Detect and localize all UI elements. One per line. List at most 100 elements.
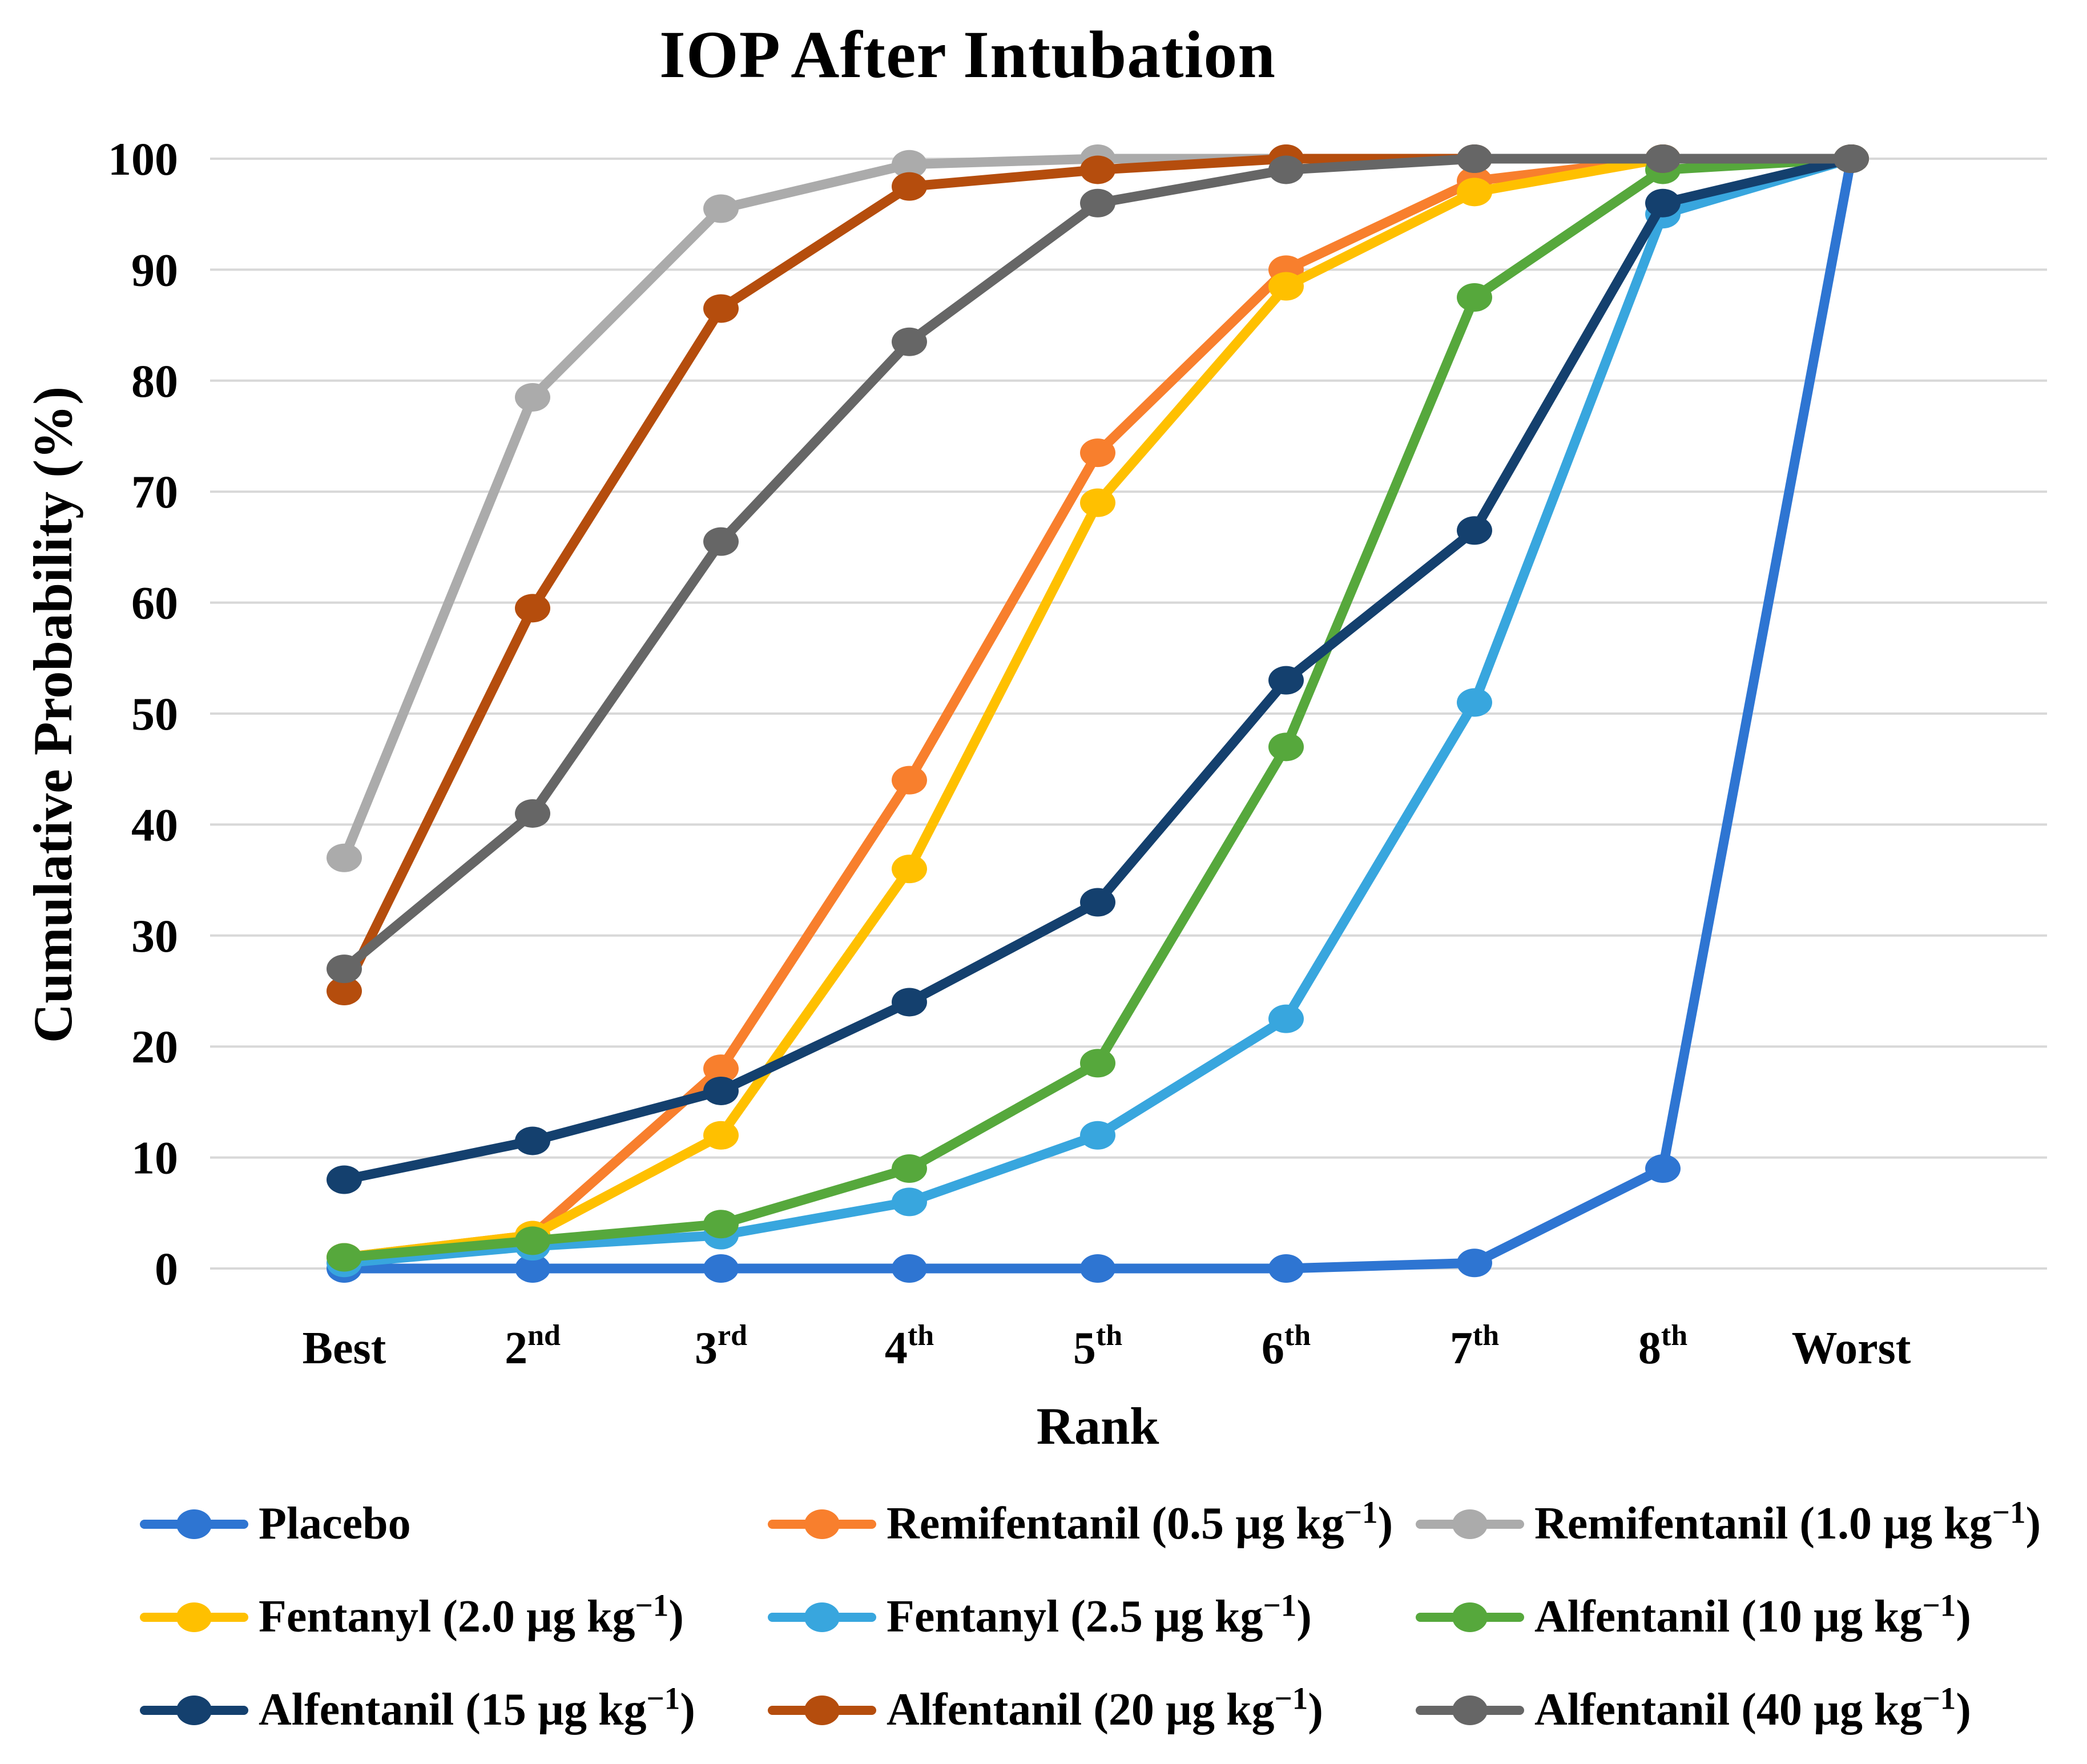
series-marker-5-6th <box>1268 732 1304 762</box>
y-tick-label-90: 90 <box>131 244 178 296</box>
x-tick-label-3rd: 3rd <box>695 1319 747 1374</box>
series-marker-8-2nd <box>515 799 550 828</box>
series-marker-6-Best <box>327 1165 362 1194</box>
legend-swatch-icon <box>768 1508 876 1540</box>
series-marker-3-5th <box>1080 488 1115 517</box>
legend-item-2: Remifentanil (1.0 µg kg−1) <box>1416 1495 2041 1550</box>
x-tick-label-4th: 4th <box>885 1319 934 1374</box>
series-marker-7-2nd <box>515 594 550 623</box>
legend-item-3: Fentanyl (2.0 µg kg−1) <box>140 1588 768 1643</box>
series-marker-0-8th <box>1645 1154 1681 1183</box>
series-marker-6-2nd <box>515 1126 550 1155</box>
series-marker-0-3rd <box>703 1254 739 1283</box>
legend-label: Fentanyl (2.5 µg kg−1) <box>887 1588 1312 1642</box>
series-marker-8-Worst <box>1834 144 1869 173</box>
series-marker-2-4th <box>892 150 927 179</box>
y-axis-title: Cumulative Probability (%) <box>22 386 83 1044</box>
x-tick-label-2nd: 2nd <box>505 1319 561 1374</box>
legend-swatch-icon <box>1416 1694 1524 1726</box>
y-tick-label-50: 50 <box>131 688 178 740</box>
legend-label: Remifentanil (0.5 µg kg−1) <box>887 1495 1393 1549</box>
series-marker-8-5th <box>1080 188 1115 218</box>
x-tick-label-8th: 8th <box>1638 1319 1687 1374</box>
series-marker-8-7th <box>1457 144 1492 173</box>
x-tick-label-Best: Best <box>303 1323 386 1374</box>
y-tick-label-40: 40 <box>131 799 178 851</box>
series-marker-7-Best <box>327 977 362 1005</box>
legend-label: Fentanyl (2.0 µg kg−1) <box>259 1588 684 1642</box>
series-marker-0-6th <box>1268 1254 1304 1283</box>
series-line-7 <box>339 154 1856 996</box>
series-marker-6-3rd <box>703 1076 739 1105</box>
legend-label: Alfentanil (40 µg kg−1) <box>1534 1681 1971 1735</box>
legend-item-8: Alfentanil (40 µg kg−1) <box>1416 1681 2041 1736</box>
y-tick-label-80: 80 <box>131 355 178 407</box>
legend-label: Alfentanil (10 µg kg−1) <box>1534 1588 1971 1642</box>
y-tick-label-60: 60 <box>131 577 178 629</box>
series-marker-4-6th <box>1268 1004 1304 1033</box>
y-tick-label-20: 20 <box>131 1021 178 1073</box>
series-marker-6-6th <box>1268 666 1304 695</box>
series-marker-7-3rd <box>703 294 739 323</box>
series-marker-8-4th <box>892 327 927 356</box>
series-marker-5-3rd <box>703 1210 739 1239</box>
series-marker-5-2nd <box>515 1226 550 1255</box>
series-marker-6-4th <box>892 988 927 1017</box>
legend-swatch-icon <box>768 1694 876 1726</box>
legend-label: Alfentanil (15 µg kg−1) <box>259 1681 695 1735</box>
series-marker-8-Best <box>327 955 362 984</box>
series-marker-6-7th <box>1457 516 1492 545</box>
legend-swatch-icon <box>140 1694 248 1726</box>
series-marker-4-5th <box>1080 1121 1115 1150</box>
series-marker-3-6th <box>1268 272 1304 301</box>
series-marker-0-7th <box>1457 1249 1492 1278</box>
legend-swatch-icon <box>1416 1508 1524 1540</box>
chart-title: IOP After Intubation <box>659 17 1276 92</box>
series-marker-8-8th <box>1645 144 1681 173</box>
legend-item-1: Remifentanil (0.5 µg kg−1) <box>768 1495 1416 1550</box>
series-marker-5-7th <box>1457 283 1492 312</box>
legend-swatch-icon <box>140 1601 248 1633</box>
x-tick-label-5th: 5th <box>1073 1319 1122 1374</box>
series-marker-7-4th <box>892 172 927 201</box>
legend-label: Placebo <box>259 1499 411 1549</box>
series-marker-4-4th <box>892 1187 927 1217</box>
y-tick-label-0: 0 <box>155 1243 178 1295</box>
legend-item-0: Placebo <box>140 1498 768 1550</box>
series-marker-1-5th <box>1080 438 1115 468</box>
series-marker-7-5th <box>1080 155 1115 184</box>
legend-item-6: Alfentanil (15 µg kg−1) <box>140 1681 768 1736</box>
series-marker-0-2nd <box>515 1254 550 1283</box>
legend-item-7: Alfentanil (20 µg kg−1) <box>768 1681 1416 1736</box>
series-marker-5-Best <box>327 1243 362 1272</box>
legend-label: Remifentanil (1.0 µg kg−1) <box>1534 1495 2041 1549</box>
series-marker-4-7th <box>1457 688 1492 717</box>
y-tick-label-30: 30 <box>131 910 178 962</box>
series-marker-1-3rd <box>703 1054 739 1084</box>
y-tick-label-70: 70 <box>131 466 178 518</box>
legend-swatch-icon <box>768 1601 876 1633</box>
legend-swatch-icon <box>140 1508 248 1540</box>
series-marker-2-2nd <box>515 382 550 412</box>
legend-label: Alfentanil (20 µg kg−1) <box>887 1681 1323 1735</box>
x-tick-label-7th: 7th <box>1450 1319 1499 1374</box>
series-marker-0-5th <box>1080 1254 1115 1283</box>
series-marker-6-8th <box>1645 188 1681 218</box>
series-marker-5-5th <box>1080 1049 1115 1078</box>
series-line-8 <box>339 154 1856 974</box>
y-tick-label-100: 100 <box>108 133 178 185</box>
legend: Placebo Remifentanil (0.5 µg kg−1) Remifen… <box>140 1477 2041 1757</box>
series-marker-8-3rd <box>703 527 739 556</box>
legend-item-5: Alfentanil (10 µg kg−1) <box>1416 1588 2041 1643</box>
x-tick-label-6th: 6th <box>1262 1319 1311 1374</box>
series-marker-2-3rd <box>703 194 739 223</box>
series-marker-3-3rd <box>703 1121 739 1150</box>
legend-swatch-icon <box>1416 1601 1524 1633</box>
series-marker-1-4th <box>892 766 927 795</box>
legend-item-4: Fentanyl (2.5 µg kg−1) <box>768 1588 1416 1643</box>
series-marker-2-Best <box>327 843 362 872</box>
series-marker-3-7th <box>1457 178 1492 207</box>
series-marker-8-6th <box>1268 155 1304 184</box>
y-tick-label-10: 10 <box>131 1132 178 1184</box>
